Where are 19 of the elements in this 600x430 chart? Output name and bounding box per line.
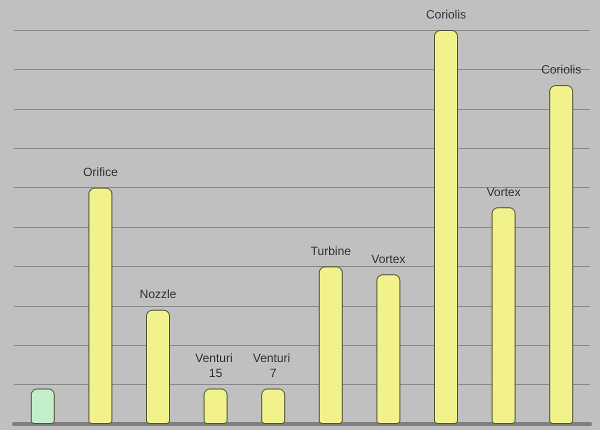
bar	[30, 388, 55, 424]
x-tick-label: Venturi 15	[195, 351, 236, 380]
bar	[204, 388, 228, 424]
bar	[492, 207, 516, 424]
bar	[261, 388, 286, 424]
x-tick-label: Nozzle	[140, 287, 177, 302]
x-tick-label: Coriolis	[541, 62, 582, 77]
x-tick-label: Venturi 7	[252, 351, 294, 380]
x-tick-label: Orifice	[83, 165, 118, 180]
x-tick-label: Coriolis	[426, 8, 466, 22]
x-tick-label: Vortex	[486, 184, 521, 199]
bar	[146, 310, 170, 424]
x-tick-label: Vortex	[371, 252, 406, 266]
bar	[376, 274, 400, 424]
bar	[318, 266, 343, 424]
bar	[549, 85, 574, 424]
bar	[434, 30, 458, 424]
x-tick-label: Turbine	[310, 244, 352, 258]
bar	[88, 188, 112, 424]
